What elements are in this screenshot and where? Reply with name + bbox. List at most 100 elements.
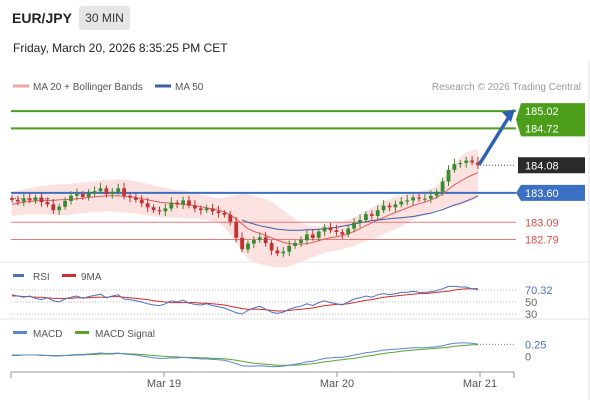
candle-body: [375, 210, 380, 216]
candle-body: [257, 237, 262, 241]
candle-body: [240, 237, 244, 250]
candle-body: [10, 198, 14, 200]
candle-body: [92, 191, 97, 193]
candle-body: [310, 234, 315, 238]
candle-body: [210, 208, 215, 212]
candle-body: [252, 240, 256, 244]
candle-body: [417, 197, 421, 199]
candle-body: [80, 194, 85, 197]
candle-body: [316, 231, 321, 238]
price-level-label: 184.72: [525, 123, 559, 135]
macd-swatch: [13, 331, 27, 334]
candle-body: [157, 210, 162, 212]
candle-body: [299, 240, 303, 243]
candle-body: [263, 237, 268, 243]
main-plot: 183.09 182.79 185.02 184.72 183.60 184.08: [10, 103, 585, 268]
header: EUR/JPY 30 MIN Friday, March 20, 2026 8:…: [0, 0, 590, 62]
candle-body: [399, 201, 404, 205]
candle-body: [134, 197, 138, 200]
rsi-tick-label: 50: [525, 297, 537, 309]
candle-body: [169, 202, 174, 209]
price-level-label: 185.02: [525, 106, 559, 118]
ma50-legend-label: MA 50: [175, 82, 204, 93]
rsi-ma-swatch: [62, 274, 76, 277]
candle-body: [139, 199, 144, 204]
rsi-value-label: 70.32: [525, 285, 553, 297]
candle-body: [346, 228, 351, 235]
candle-body: [122, 188, 126, 196]
macd-line: [12, 342, 479, 368]
candle-body: [328, 227, 333, 231]
axis-tick-label: Mar 21: [463, 378, 497, 390]
candle-body: [293, 243, 297, 246]
candle-body: [446, 169, 451, 182]
timestamp: Friday, March 20, 2026 8:35:25 PM CET: [13, 41, 228, 55]
bollinger-band: [12, 149, 478, 268]
candle-body: [21, 198, 26, 202]
macd-legend-label: MACD: [33, 329, 62, 340]
candle-body: [428, 195, 433, 199]
macd-value-label: 0.25: [525, 339, 546, 351]
candle-body: [45, 202, 50, 205]
rsi-legend-label: RSI: [33, 272, 50, 283]
forecast-arrow-head: [502, 109, 515, 123]
ma20-line: [11, 172, 479, 245]
candle-body: [222, 213, 227, 215]
candle-body: [33, 197, 38, 201]
candle-body: [470, 160, 474, 163]
resistance-label-box: [516, 103, 585, 137]
candle-body: [57, 206, 62, 211]
macd-tick-label: 0: [525, 351, 531, 363]
candle-body: [411, 197, 415, 201]
rsi-tick-label: 30: [525, 309, 537, 321]
candle-body: [234, 221, 239, 238]
macd-signal-line: [12, 344, 478, 366]
macd-panel: MACD MACD Signal 0.250: [12, 329, 546, 368]
axis-tick-label: Mar 19: [147, 378, 181, 390]
ma50-swatch: [155, 84, 171, 88]
timeframe-button[interactable]: 30 MIN: [79, 6, 130, 30]
candle-body: [16, 199, 20, 202]
candle-body: [393, 204, 398, 208]
candle-body: [145, 203, 150, 208]
candle-body: [334, 230, 339, 232]
ma20-legend-label: MA 20 + Bollinger Bands: [33, 82, 143, 93]
candle-body: [434, 191, 439, 196]
pivot-label-box: [516, 184, 585, 201]
candle-body: [51, 204, 56, 211]
candle-body: [287, 245, 292, 252]
candle-body: [75, 194, 79, 196]
current-price-box: [518, 157, 585, 174]
macd-signal-swatch: [75, 331, 89, 334]
candle-body: [305, 234, 309, 241]
candle-body: [387, 205, 392, 208]
candle-body: [275, 250, 280, 254]
candle-body: [228, 214, 233, 222]
candle-body: [86, 192, 91, 197]
candle-body: [358, 220, 362, 223]
candle-body: [269, 243, 274, 251]
candle-body: [369, 214, 374, 216]
macd-signal-legend-label: MACD Signal: [95, 329, 155, 340]
candle-body: [352, 222, 356, 229]
candle-body: [163, 208, 168, 212]
candle-body: [440, 181, 445, 192]
candle-body: [216, 211, 221, 213]
price-level-label: 183.60: [525, 188, 559, 200]
candle-body: [204, 208, 209, 211]
rsi-ma-line: [12, 288, 478, 312]
candle-body: [281, 251, 286, 254]
candle-body: [63, 201, 67, 207]
candle-body: [69, 195, 73, 201]
candle-body: [464, 160, 469, 163]
candle-body: [193, 205, 197, 209]
candle-body: [364, 214, 368, 220]
candle-body: [476, 162, 480, 166]
rsi-ma-legend-label: 9MA: [81, 272, 102, 283]
price-level-label: 182.79: [525, 235, 559, 247]
candle-body: [110, 191, 115, 194]
candle-body: [423, 198, 427, 200]
time-axis: Mar 19 Mar 20 Mar 21: [10, 371, 515, 390]
candle-body: [104, 188, 109, 195]
